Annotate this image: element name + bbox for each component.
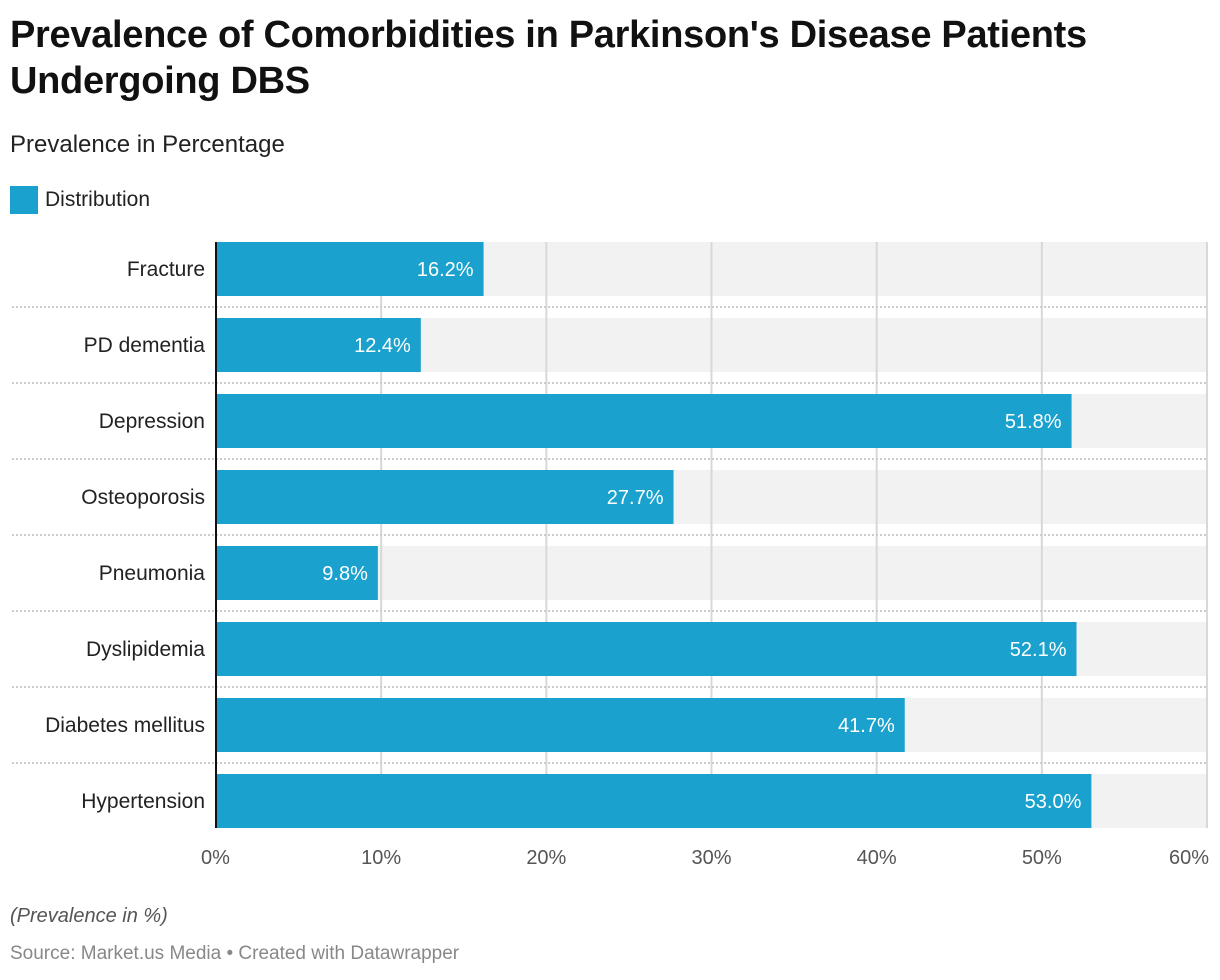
category-label: Depression [99,410,205,433]
category-label: Hypertension [81,790,205,813]
legend-swatch [10,186,38,214]
value-label: 9.8% [322,563,368,585]
bar [216,698,905,752]
value-label: 51.8% [1005,411,1062,433]
source-credit: Source: Market.us Media • Created with D… [10,943,460,964]
bar [216,470,674,524]
bar-chart: Fracture 16.2% PD dementia 12.4% Depression 5… [12,242,1209,869]
chart-title: Prevalence of Comorbidities in Parkinson… [10,14,1087,102]
value-label: 16.2% [417,259,474,281]
bar [216,318,421,372]
value-label: 53.0% [1025,791,1082,813]
legend-label: Distribution [45,188,151,211]
category-label: Osteoporosis [81,486,205,509]
x-tick-label: 60% [1169,847,1209,869]
bar [216,774,1092,828]
bar [216,394,1072,448]
value-label: 27.7% [607,487,664,509]
bar [216,622,1077,676]
bar [216,546,378,600]
chart-subtitle: Prevalence in Percentage [10,131,285,158]
x-tick-label: 20% [526,847,566,869]
chart-note: (Prevalence in %) [10,905,168,927]
legend: Distribution [10,186,150,214]
bar [216,242,484,296]
x-tick-label: 50% [1022,847,1062,869]
category-label: PD dementia [84,334,206,357]
x-tick-label: 0% [201,847,230,869]
category-label: Dyslipidemia [86,638,205,661]
x-tick-label: 30% [691,847,731,869]
category-label: Pneumonia [99,562,206,585]
x-tick-label: 40% [857,847,897,869]
x-tick-label: 10% [361,847,401,869]
value-label: 41.7% [838,715,895,737]
category-label: Fracture [127,258,205,281]
value-label: 52.1% [1010,639,1067,661]
category-label: Diabetes mellitus [45,714,205,737]
value-label: 12.4% [354,335,411,357]
